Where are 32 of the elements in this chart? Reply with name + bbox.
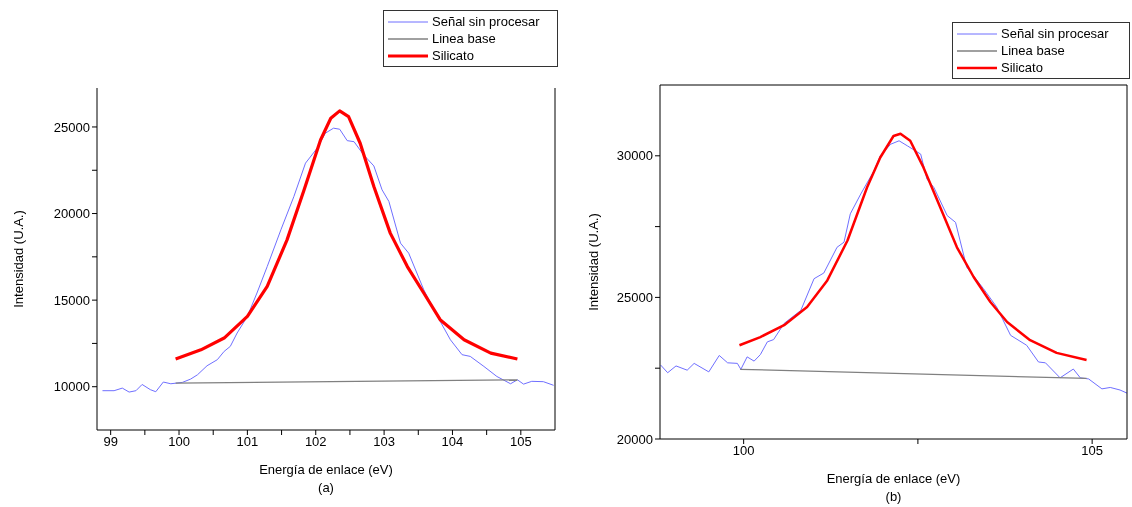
y-tick-label: 20000 <box>616 431 653 447</box>
legend-label: Linea base <box>432 31 496 46</box>
legend-label: Silicato <box>1001 60 1043 75</box>
x-tick-label: 100 <box>732 443 755 459</box>
x-tick-label: 100 <box>168 434 190 450</box>
x-axis-title: Energía de enlace (eV) <box>258 462 394 477</box>
y-axis-title: Intensidad (U.A.) <box>585 213 601 311</box>
text: (b) <box>884 489 903 504</box>
x-tick-label: 101 <box>236 434 259 450</box>
y-tick-label: 15000 <box>53 292 90 308</box>
x-tick-label: 104 <box>441 434 464 450</box>
y-tick-label: 25000 <box>53 119 90 135</box>
legend-label: Señal sin procesar <box>432 14 540 29</box>
legend-label: Linea base <box>1001 43 1065 58</box>
y-axis-title: Intensidad (U.A.) <box>10 210 26 308</box>
line-series <box>174 109 519 361</box>
y-tick-label: 20000 <box>53 206 90 222</box>
x-tick-label: 99 <box>103 434 118 450</box>
x-axis-title: Energía de enlace (eV) <box>825 471 962 486</box>
x-tick-label: 102 <box>304 434 327 450</box>
legend-label: Señal sin procesar <box>1001 26 1109 41</box>
line-series <box>101 127 555 393</box>
line-series <box>738 132 1088 362</box>
x-tick-label: 105 <box>509 434 532 450</box>
text: (a) <box>317 480 335 495</box>
x-tick-label: 103 <box>373 434 395 450</box>
y-tick-label: 10000 <box>53 379 90 395</box>
y-tick-label: 25000 <box>616 290 653 306</box>
line-series <box>660 140 1127 394</box>
x-tick-label: 105 <box>1081 443 1103 459</box>
legend-label: Silicato <box>432 48 474 63</box>
y-tick-label: 30000 <box>616 148 653 164</box>
